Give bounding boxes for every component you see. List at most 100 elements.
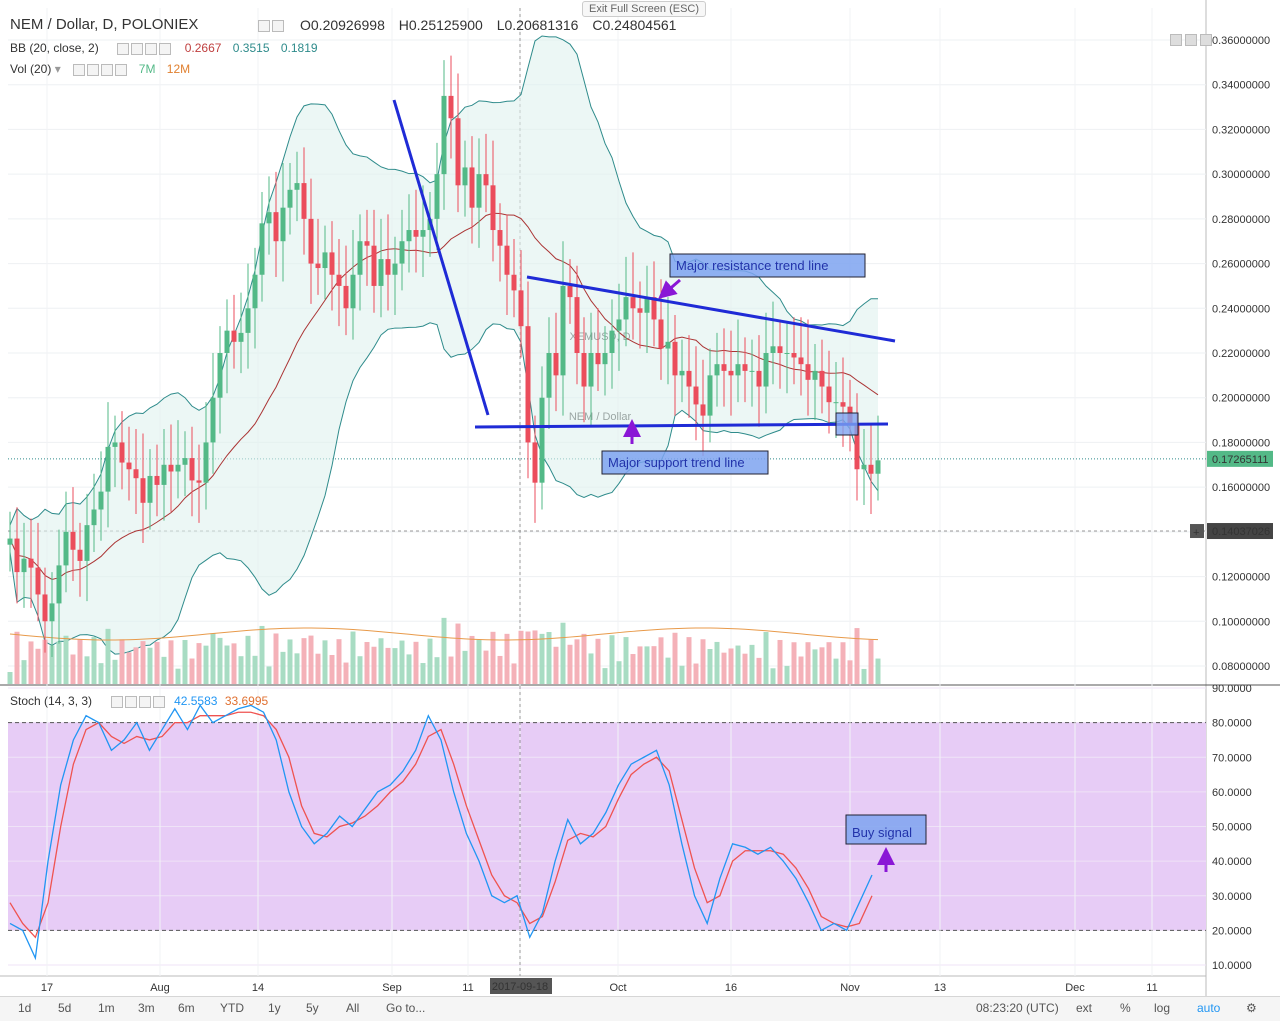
candle-body: [161, 464, 167, 485]
plus-icon[interactable]: [145, 42, 158, 55]
volume-bar: [385, 647, 391, 684]
volume-bar: [357, 656, 363, 684]
percent-toggle[interactable]: %: [1120, 1001, 1131, 1015]
candle-body: [42, 594, 48, 622]
move-up-icon[interactable]: [1170, 34, 1182, 46]
range-button[interactable]: 1y: [268, 1001, 281, 1015]
close-icon[interactable]: [152, 695, 165, 708]
volume-bar: [770, 668, 776, 684]
candle-body: [777, 346, 783, 353]
volume-bar: [588, 653, 594, 684]
settings-icon[interactable]: [272, 19, 284, 32]
support-annotation-label: Major support trend line: [608, 455, 745, 470]
range-button[interactable]: 1m: [98, 1001, 115, 1015]
candle-body: [322, 252, 328, 269]
support-trend-line[interactable]: [474, 422, 889, 429]
volume-bar: [259, 625, 265, 684]
range-button[interactable]: Go to...: [386, 1001, 426, 1015]
range-button[interactable]: YTD: [220, 1001, 244, 1015]
range-button[interactable]: All: [346, 1001, 360, 1015]
resistance-annotation-box[interactable]: [669, 253, 866, 278]
last-price-label: 0.17265111: [1212, 454, 1268, 466]
eye-icon[interactable]: [110, 695, 123, 708]
candle-body: [539, 397, 545, 483]
candle-body: [357, 241, 363, 275]
close-icon[interactable]: [115, 63, 128, 76]
candle-body: [602, 353, 608, 365]
support-annotation-box[interactable]: [601, 450, 769, 475]
candle-body: [742, 364, 748, 371]
volume-bar: [805, 642, 811, 684]
volume-bar: [735, 645, 741, 684]
candle-body: [833, 402, 839, 404]
volume-bar: [224, 645, 230, 684]
volume-bar: [133, 647, 139, 684]
stoch-legend[interactable]: Stoch (14, 3, 3) 42.5583 33.6995: [10, 694, 268, 708]
pane-controls[interactable]: [1170, 34, 1215, 49]
volume-bar: [742, 653, 748, 684]
candle-body: [329, 252, 335, 275]
symbol-title[interactable]: NEM / Dollar, D, POLONIEX: [10, 16, 199, 33]
move-down-icon[interactable]: [1185, 34, 1197, 46]
volume-bar: [189, 658, 195, 684]
candle-body: [728, 370, 734, 376]
resistance-trend-line[interactable]: [526, 275, 896, 343]
maximize-icon[interactable]: [1200, 34, 1212, 46]
volume-bar: [840, 642, 846, 684]
stoch-tick-label: 80.0000: [1212, 718, 1252, 730]
stoch-tick-label: 70.0000: [1212, 752, 1252, 764]
bb-legend[interactable]: BB (20, close, 2) 0.2667 0.3515 0.1819: [10, 41, 318, 55]
candle-body: [35, 567, 41, 595]
plus-icon[interactable]: [138, 695, 151, 708]
candle-body: [511, 274, 517, 291]
stoch-tick-label: 10.0000: [1212, 960, 1252, 972]
range-button[interactable]: 5d: [58, 1001, 72, 1015]
volume-bar: [21, 660, 27, 684]
ext-toggle[interactable]: ext: [1076, 1001, 1093, 1015]
vol-legend[interactable]: Vol (20) ▾ 7M 12M: [10, 62, 190, 76]
title-controls[interactable]: [258, 18, 286, 32]
add-alert-button[interactable]: [1190, 524, 1204, 539]
volume-bar: [7, 672, 13, 684]
gear-icon[interactable]: [87, 63, 100, 76]
eye-icon[interactable]: [117, 42, 130, 55]
candle-body: [784, 353, 790, 354]
volume-bar: [315, 653, 321, 684]
volume-bar: [420, 663, 426, 684]
gear-icon[interactable]: [124, 695, 137, 708]
candle-body: [126, 462, 132, 470]
candle-body: [798, 357, 804, 365]
range-button[interactable]: 6m: [178, 1001, 195, 1015]
volume-bar: [798, 656, 804, 684]
highlight-box[interactable]: [835, 412, 859, 436]
downtrend-line[interactable]: [392, 99, 490, 416]
plus-icon[interactable]: [101, 63, 114, 76]
gear-icon[interactable]: [131, 42, 144, 55]
volume-bar: [819, 647, 825, 684]
candle-body: [196, 480, 202, 483]
chevron-down-icon[interactable]: ▾: [54, 62, 61, 76]
volume-bar: [28, 641, 34, 684]
volume-bar: [105, 628, 111, 684]
gear-icon[interactable]: ⚙: [1246, 1001, 1257, 1015]
candle-body: [791, 353, 797, 358]
eye-icon[interactable]: [73, 63, 86, 76]
volume-bar: [217, 637, 223, 684]
hide-icon[interactable]: [258, 19, 270, 32]
buy-signal-annotation-box[interactable]: [845, 814, 927, 845]
range-button[interactable]: 1d: [18, 1001, 32, 1015]
volume-bar: [756, 657, 762, 684]
exit-fullscreen-button[interactable]: Exit Full Screen (ESC): [582, 1, 707, 17]
auto-toggle[interactable]: auto: [1197, 1001, 1221, 1015]
candle-body: [259, 223, 265, 275]
price-axis-bg[interactable]: [1206, 0, 1280, 996]
range-button[interactable]: 3m: [138, 1001, 155, 1015]
candle-body: [595, 353, 601, 365]
close-icon[interactable]: [159, 42, 172, 55]
candle-body: [434, 174, 440, 219]
range-button[interactable]: 5y: [306, 1001, 319, 1015]
candle-body: [749, 370, 755, 372]
volume-bar: [70, 654, 76, 684]
log-toggle[interactable]: log: [1154, 1001, 1171, 1015]
